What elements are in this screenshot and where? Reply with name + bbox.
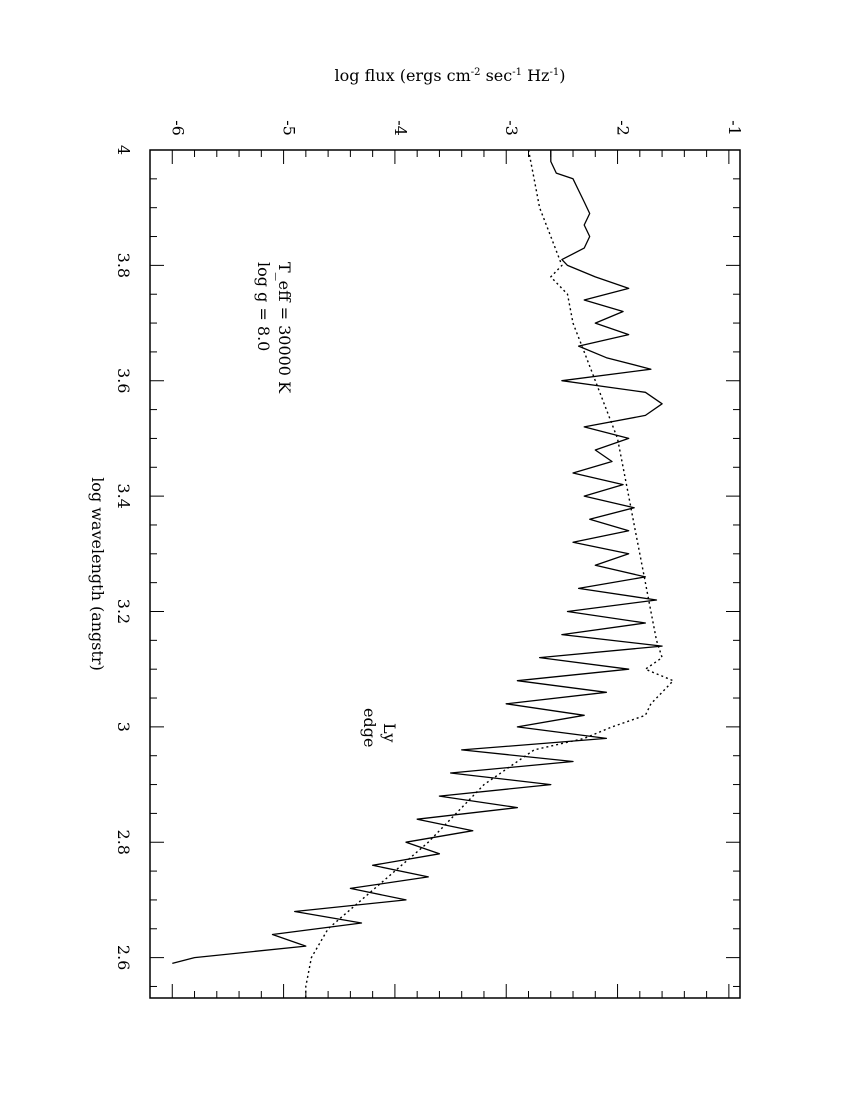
y-tick-label: -2 — [614, 120, 633, 136]
x-tick-label: 3 — [114, 722, 133, 732]
y-axis-label: log flux (ergs cm-2 sec-1 Hz-1) — [335, 66, 566, 85]
teff-annotation: T_eff = 30000 K — [275, 262, 294, 394]
logg-annotation: log g = 8.0 — [254, 262, 273, 351]
x-tick-labels: 4 3.8 3.6 3.4 3.2 3 2.8 2.6 — [114, 145, 133, 970]
model-spectrum-dotted — [305, 149, 674, 998]
x-tick-label: 3.4 — [114, 483, 133, 508]
y-tick-label: -1 — [725, 120, 744, 136]
x-tick-label: 2.8 — [114, 830, 133, 855]
x-tick-label: 2.6 — [114, 945, 133, 970]
y-tick-label: -4 — [391, 120, 410, 136]
x-tick-label: 3.2 — [114, 599, 133, 624]
y-tick-label: -3 — [502, 120, 521, 136]
axis-ticks — [149, 149, 740, 998]
y-tick-label: -5 — [280, 120, 299, 136]
x-axis-label: log wavelength (angstr) — [88, 477, 107, 671]
ly-edge-label-edge: edge — [360, 708, 379, 747]
series-group — [172, 149, 674, 998]
plot-frame — [149, 149, 741, 999]
y-tick-labels: -6 -5 -4 -3 -2 -1 — [168, 120, 744, 136]
x-tick-label: 4 — [114, 145, 133, 155]
ly-edge-label-ly: Ly — [380, 723, 399, 742]
y-tick-label: -6 — [168, 120, 187, 136]
observed-spectrum-solid — [172, 150, 663, 965]
x-tick-label: 3.8 — [114, 253, 133, 278]
x-tick-label: 3.6 — [114, 368, 133, 393]
